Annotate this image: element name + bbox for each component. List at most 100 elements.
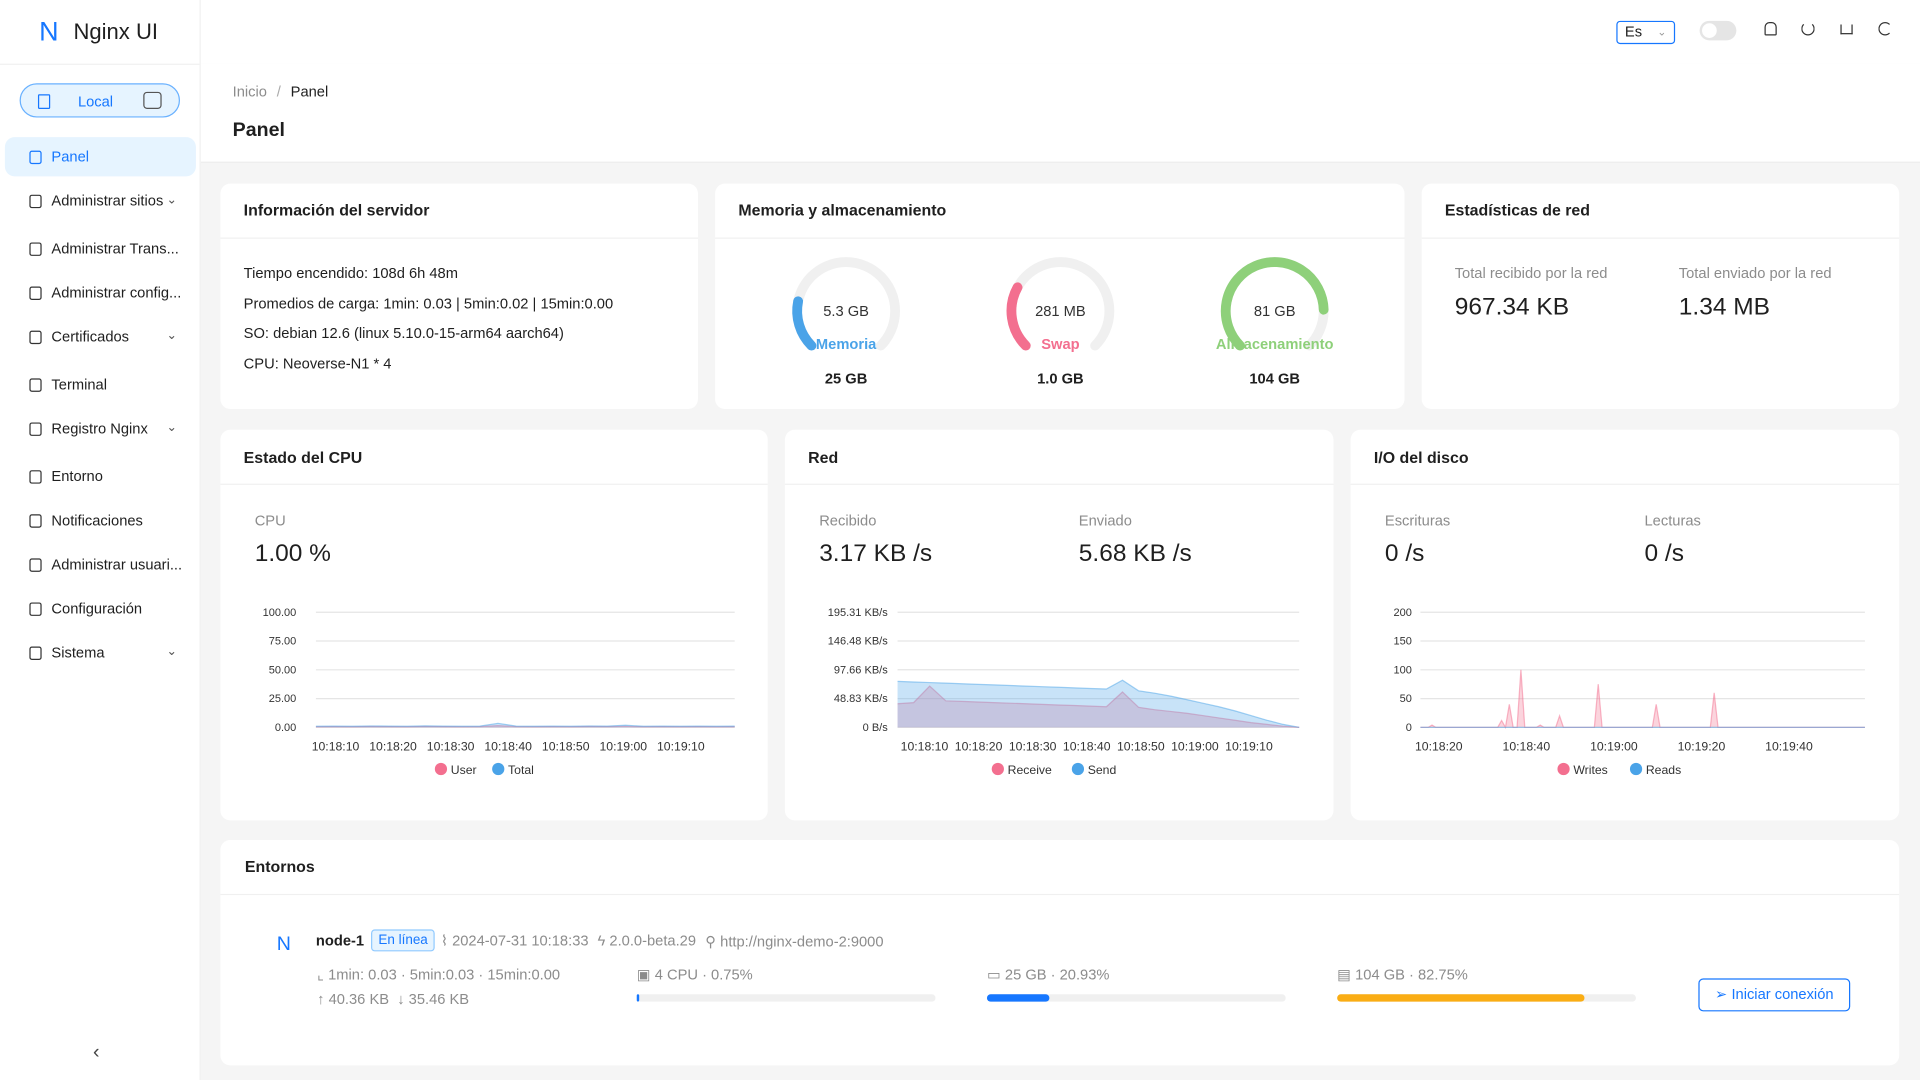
card-title: Estado del CPU xyxy=(243,448,363,467)
y-tick-label: 75.00 xyxy=(269,636,297,648)
legend-marker xyxy=(434,762,448,776)
button-label[interactable]: Iniciar conexión xyxy=(1731,985,1834,1003)
load: 1min: 0.03 · 5min:0.03 · 15min:0.00 xyxy=(328,966,561,984)
y-tick-label: 100.00 xyxy=(263,607,297,619)
gauge-arc xyxy=(1220,257,1329,351)
menu-icon xyxy=(29,242,42,256)
menu-item[interactable]: Notificaciones xyxy=(5,501,196,540)
gauge-name: Swap xyxy=(1041,337,1079,353)
stat-value: 1.34 MB xyxy=(1678,293,1770,321)
disk-track xyxy=(1337,994,1636,1002)
brand: Nginx UI xyxy=(73,19,158,45)
collapse[interactable]: ‹ xyxy=(93,1042,100,1063)
theme-toggle[interactable] xyxy=(1699,20,1737,41)
node-time: ⌇ 2024-07-31 10:18:33 xyxy=(440,931,589,949)
node-url[interactable]: ⚲ http://nginx-demo-2:9000 xyxy=(705,933,884,951)
chart: 0.00 25.00 50.00 75.00 100.00 10:18:10 10:18:2… xyxy=(263,607,735,777)
sidebar: N Nginx UI Local ‹ Panel Administrar siti… xyxy=(0,0,201,1080)
reload-icon[interactable] xyxy=(1801,22,1815,36)
gauge-name: Almacenamiento xyxy=(1216,337,1334,353)
language-select[interactable]: Es ⌄ xyxy=(1616,20,1676,45)
metric-label: Escrituras xyxy=(1384,511,1451,529)
menu-label: Notificaciones xyxy=(51,511,143,529)
menu-icon xyxy=(29,602,42,616)
node-switch[interactable] xyxy=(143,91,162,109)
x-tick-label: 10:18:40 xyxy=(484,740,532,754)
menu-item[interactable]: Administrar sitios ⌄ xyxy=(5,181,196,220)
chevron: ⌄ xyxy=(166,421,177,435)
y-tick-label: 200 xyxy=(1393,607,1411,619)
menu-label: Registro Nginx xyxy=(51,420,148,438)
menu-item[interactable]: Configuración xyxy=(5,589,196,628)
metric-label: Lecturas xyxy=(1644,511,1701,529)
language: Es xyxy=(1624,23,1643,41)
gauge-total: 25 GB xyxy=(825,371,867,387)
menu-item[interactable]: Registro Nginx ⌄ xyxy=(5,409,196,448)
x-tick-label: 10:19:00 xyxy=(1590,740,1638,754)
page-header: Inicio / Panel Panel xyxy=(200,63,1920,163)
menu-item[interactable]: Terminal xyxy=(5,365,196,404)
legend-label: Reads xyxy=(1646,763,1681,777)
x-tick-label: 10:18:50 xyxy=(1117,740,1165,754)
legend-marker xyxy=(1629,762,1643,776)
x-tick-label: 10:19:00 xyxy=(599,740,647,754)
menu-item[interactable]: Administrar usuari... xyxy=(5,545,196,584)
stat-label: Total enviado por la red xyxy=(1678,264,1832,282)
divider xyxy=(1350,483,1900,485)
x-tick-label: 10:19:20 xyxy=(1678,740,1726,754)
network-stats-card: Estadísticas de red Total recibido por l… xyxy=(1421,183,1900,409)
menu-icon xyxy=(29,558,42,572)
card-title: Información del servidor xyxy=(243,200,430,220)
y-tick-label: 150 xyxy=(1393,636,1411,648)
x-tick-label: 10:19:00 xyxy=(1171,740,1219,754)
memory: 25 GB · 20.93% xyxy=(1004,966,1110,984)
menu-item[interactable]: Panel xyxy=(4,137,196,177)
gauges: 5.3 GB Memoria 25 GB 281 MB Swap 1.0 GB 81 GB A… xyxy=(792,257,1334,387)
legend-label: Total xyxy=(508,763,534,777)
series-line xyxy=(897,685,1300,728)
connect-button[interactable]: ➢ Iniciar conexión xyxy=(1698,978,1851,1012)
disk-card: I/O del disco Escrituras 0 /s Lecturas 0 /s 0… xyxy=(1350,429,1900,821)
legend-marker xyxy=(492,762,505,776)
menu-item[interactable]: Administrar Trans... xyxy=(5,229,196,268)
url[interactable]: http://nginx-demo-2:9000 xyxy=(720,933,884,951)
menu-icon xyxy=(29,514,42,528)
x-tick-label: 10:18:40 xyxy=(1503,740,1551,754)
x-tick-label: 10:18:10 xyxy=(312,740,360,754)
metric-value: 0 /s xyxy=(1644,540,1684,567)
y-tick-label: 195.31 KB/s xyxy=(828,607,889,619)
x-tick-label: 10:18:30 xyxy=(1009,740,1057,754)
menu-item[interactable]: Entorno xyxy=(5,457,196,496)
logout-icon[interactable] xyxy=(1878,22,1892,36)
info-line: CPU: Neoverse-N1 * 4 xyxy=(243,355,392,373)
top-bar: Es ⌄ xyxy=(200,0,1920,64)
home-icon[interactable] xyxy=(1840,24,1853,35)
menu-item[interactable]: Certificados ⌄ xyxy=(5,317,196,356)
legend-label: User xyxy=(451,763,477,777)
chevron: ⌄ xyxy=(166,645,177,659)
legend-marker xyxy=(991,762,1004,776)
server-info-card: Información del servidor Tiempo encendid… xyxy=(220,183,698,409)
info-line: Promedios de carga: 1min: 0.03 | 5min:0.… xyxy=(243,295,614,313)
breadcrumb-item[interactable]: Inicio xyxy=(232,83,267,101)
gauge-value: 5.3 GB xyxy=(823,304,869,320)
metric-label: Recibido xyxy=(819,511,877,529)
legend-label: Writes xyxy=(1573,763,1607,777)
menu-item[interactable]: Sistema ⌄ xyxy=(5,633,196,672)
x-tick-label: 10:19:10 xyxy=(1225,740,1273,754)
menu-label: Terminal xyxy=(51,375,107,394)
divider xyxy=(220,237,698,239)
disk: 104 GB · 82.75% xyxy=(1355,966,1468,984)
menu-icon xyxy=(29,330,42,345)
y-tick-label: 0 B/s xyxy=(863,722,889,734)
menu-label: Administrar sitios xyxy=(51,192,164,210)
menu-item[interactable]: Administrar config... xyxy=(5,273,196,312)
cpu: 4 CPU · 0.75% xyxy=(654,966,753,984)
divider xyxy=(715,237,1405,239)
notification-icon[interactable] xyxy=(1764,22,1777,36)
metric-label: CPU xyxy=(254,511,286,529)
menu-icon xyxy=(29,286,42,301)
metric-value: 5.68 KB /s xyxy=(1078,540,1192,567)
legend-label: Receive xyxy=(1008,763,1052,777)
node-selector[interactable]: Local xyxy=(19,83,181,118)
